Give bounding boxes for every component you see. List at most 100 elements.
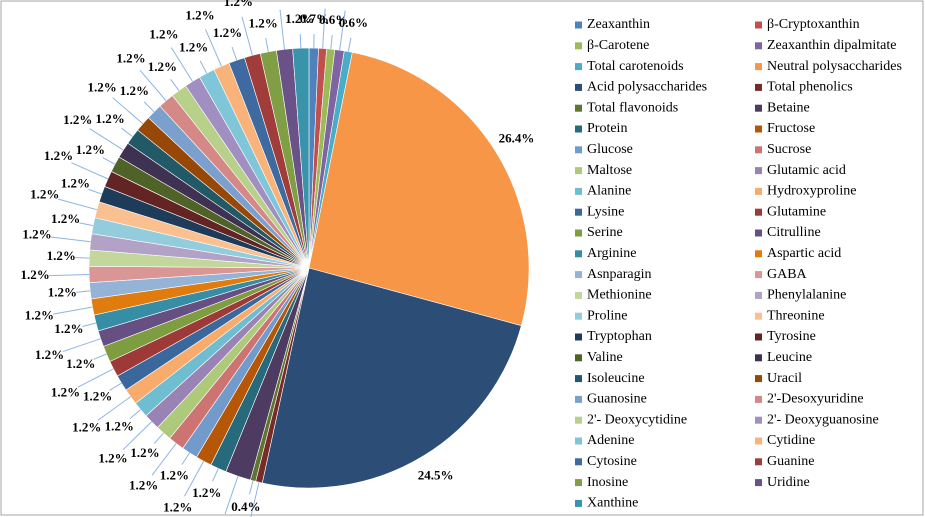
legend-swatch: [755, 437, 762, 445]
legend-swatch: [575, 375, 582, 383]
legend-swatch: [755, 125, 762, 133]
data-label: 1.2%: [192, 485, 221, 500]
legend-label: Asnparagin: [587, 267, 652, 282]
legend-label: Methionine: [587, 288, 652, 303]
leader-line: [109, 382, 122, 391]
leader-line: [121, 127, 133, 137]
data-label: 1.2%: [213, 25, 242, 40]
legend-swatch: [755, 312, 762, 320]
leader-line: [181, 452, 191, 465]
legend-swatch: [575, 208, 582, 216]
leader-line: [153, 432, 164, 444]
legend-label: Total phenolics: [767, 80, 853, 95]
leader-line: [122, 421, 152, 451]
legend-swatch: [575, 416, 582, 424]
leader-line: [88, 188, 102, 195]
data-label: 1.2%: [224, 0, 253, 9]
leader-line: [299, 34, 302, 49]
data-label: 1.2%: [72, 419, 101, 434]
legend-swatch: [755, 333, 762, 341]
data-label: 1.2%: [248, 15, 277, 30]
legend-label: Betaine: [767, 100, 810, 115]
legend-swatch: [575, 229, 582, 237]
legend-swatch: [755, 250, 762, 258]
legend-swatch: [575, 83, 582, 91]
legend-label: Hydroxyproline: [767, 184, 856, 199]
legend-swatch: [755, 271, 762, 279]
leader-line: [97, 396, 131, 421]
legend-label: Guanine: [767, 454, 814, 469]
leader-line: [139, 70, 167, 102]
legend-swatch: [575, 458, 582, 466]
legend-label: Proline: [587, 308, 627, 323]
leader-line: [339, 10, 346, 51]
leader-line: [82, 322, 97, 328]
legend-swatch: [575, 250, 582, 258]
leader-line: [49, 273, 90, 277]
legend-swatch: [755, 354, 762, 362]
legend-swatch: [755, 63, 762, 71]
data-label: 1.2%: [22, 226, 51, 241]
legend-label: Zeaxanthin: [587, 17, 650, 32]
legend-swatch: [575, 312, 582, 320]
data-label: 1.2%: [264, 0, 293, 2]
leader-line: [102, 157, 116, 165]
data-label: 1.2%: [179, 39, 208, 54]
data-label: 1.2%: [87, 79, 116, 94]
legend-label: Inosine: [587, 475, 628, 490]
data-label: 1.2%: [160, 467, 189, 482]
leader-line: [143, 101, 155, 113]
legend-label: Guanosine: [587, 392, 647, 407]
data-label: 1.2%: [61, 176, 90, 191]
legend-label: Neutral polysaccharides: [767, 59, 902, 74]
data-label: 1.2%: [98, 450, 127, 465]
legend-label: Total carotenoids: [587, 59, 684, 74]
data-label: 1.2%: [105, 419, 134, 434]
legend-label: Glutamine: [767, 204, 826, 219]
data-label: 1.2%: [129, 477, 158, 492]
leader-line: [322, 8, 326, 49]
legend-swatch: [575, 187, 582, 195]
data-label: 1.2%: [96, 111, 125, 126]
legend-swatch: [755, 479, 762, 487]
legend-swatch: [755, 229, 762, 237]
data-label: 0.7%: [300, 11, 329, 26]
leader-line: [53, 306, 93, 315]
legend-label: Isoleucine: [587, 371, 645, 386]
legend-swatch: [575, 125, 582, 133]
data-label: 1.2%: [163, 500, 192, 515]
leader-line: [71, 162, 109, 180]
data-label: 1.2%: [285, 11, 314, 26]
leader-line: [112, 97, 144, 125]
legend-label: Protein: [587, 121, 627, 136]
data-label: 1.2%: [35, 347, 64, 362]
data-label: 0.7%: [332, 0, 361, 3]
data-label: 1.2%: [25, 308, 54, 323]
data-label: 1.2%: [83, 389, 112, 404]
leader-line: [62, 338, 101, 353]
legend-label: Glucose: [587, 142, 633, 157]
legend-label: Phenylalanine: [767, 288, 846, 303]
legend-label: β-Cryptoxanthin: [767, 17, 860, 32]
legend-label: Arginine: [587, 246, 637, 261]
legend-label: Lysine: [587, 204, 624, 219]
legend-label: 2'- Deoxycytidine: [587, 412, 687, 427]
leader-line: [241, 16, 253, 56]
legend-label: Fructose: [767, 121, 815, 136]
data-label: 1.2%: [116, 51, 145, 66]
leader-line: [93, 353, 107, 360]
data-label: 1.2%: [20, 267, 49, 282]
data-label: 0.6%: [311, 0, 340, 1]
legend-label: Zeaxanthin dipalmitate: [767, 38, 896, 53]
data-label: 0.6%: [339, 15, 368, 30]
pie-slice: [261, 267, 522, 489]
legend-swatch: [575, 167, 582, 175]
leader-line: [248, 480, 254, 495]
legend-label: Maltose: [587, 163, 632, 178]
legend-label: Xanthine: [587, 496, 638, 511]
legend-swatch: [755, 83, 762, 91]
legend-label: Uracil: [767, 371, 802, 386]
leader-line: [76, 290, 91, 293]
legend-swatch: [575, 395, 582, 403]
legend-swatch: [575, 63, 582, 71]
